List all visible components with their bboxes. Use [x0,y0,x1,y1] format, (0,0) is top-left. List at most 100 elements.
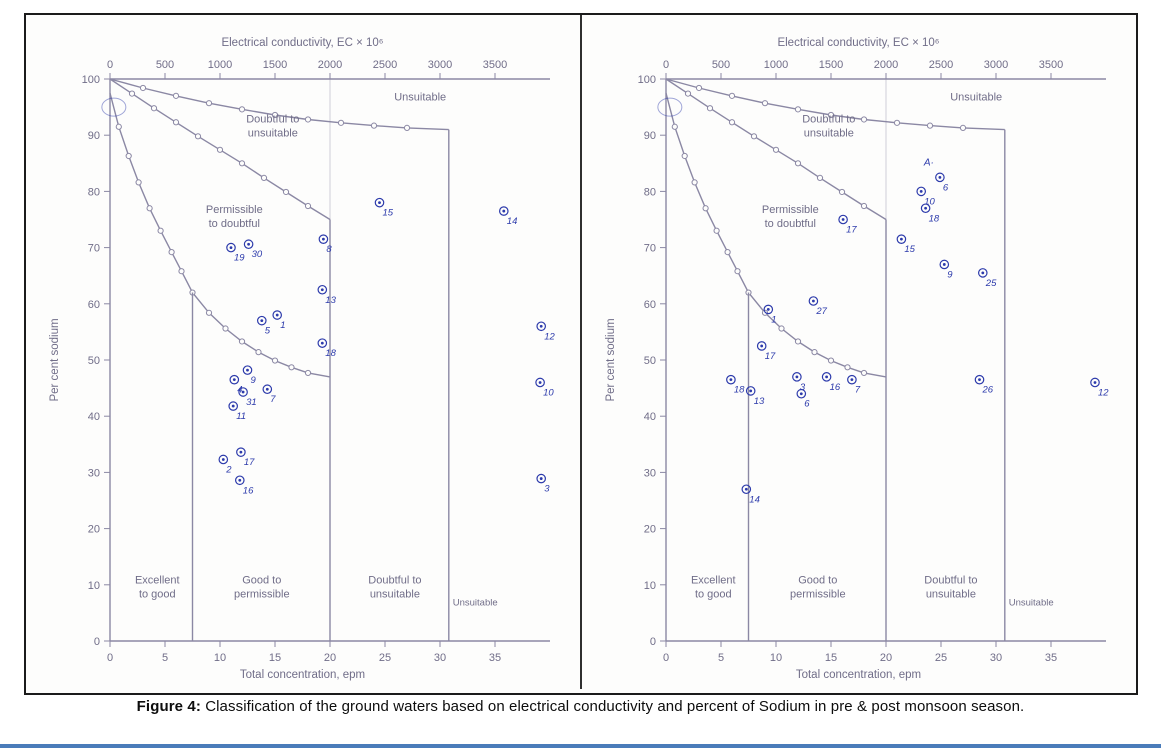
curve-marker [681,152,688,160]
y-tick-label: 70 [644,243,656,255]
data-point: 18 [726,374,745,396]
point-label: 26 [982,385,994,396]
curve-marker [893,119,901,126]
footer-rule [0,744,1161,748]
top-tick-label: 500 [712,59,730,71]
zone-label: Excellent [135,575,180,587]
point-label: 15 [383,208,394,219]
point-circle [235,475,245,486]
y-tick-label: 70 [88,243,100,255]
zone-label: to doubtful [765,218,816,230]
curve-marker [178,268,185,275]
point-circle [257,315,267,326]
point-circle [741,484,752,495]
x-tick-label: 35 [489,652,501,664]
point-circle [792,372,802,382]
point-label: 7 [855,385,861,396]
y-tick-label: 40 [88,411,100,423]
top-tick-label: 3500 [1039,59,1063,71]
data-point: 9 [939,259,953,280]
y-tick-label: 60 [88,299,100,311]
point-circle [745,386,756,396]
point-label: 1 [280,320,285,331]
data-point: 13 [317,284,337,306]
point-circle [838,214,848,225]
curve-marker [728,119,736,126]
curve-marker [713,227,720,234]
chart-panel-pre-monsoon: 0 5 10 15 20 25 30 35 Total concentration, epm 0 5… [26,15,580,689]
point-dot [924,206,927,210]
point-label: 18 [929,213,940,224]
point-circle [935,172,945,183]
zone-label: unsuitable [248,127,298,139]
curve-marker [702,205,709,212]
curve-marker [238,160,246,167]
point-dot [729,378,733,382]
data-point: 9 [242,365,257,386]
curve-marker [691,179,698,186]
curve-marker [216,146,224,153]
data-point: 3 [792,372,806,393]
point-label: 3 [544,484,550,495]
point-dot [539,324,543,328]
point-circle [977,268,988,278]
x-tick-label: 35 [1045,652,1057,664]
point-label: 27 [815,306,827,317]
data-point: 2 [218,454,232,475]
point-circle [974,374,985,385]
point-dot [850,378,854,382]
point-label: 14 [749,494,760,505]
point-label: 19 [234,253,245,264]
point-circle [763,304,774,315]
figure-frame: 0 5 10 15 20 25 30 35 Total concentration, epm 0 5… [24,13,1138,695]
data-point: 16 [235,475,254,496]
point-label: 13 [754,396,765,407]
x-tick-label: 30 [990,652,1002,664]
point-dot [232,378,236,382]
x-axis-title: Total concentration, epm [240,669,365,681]
point-circle [756,341,767,351]
curve-marker [772,146,780,153]
point-label: 12 [544,331,555,342]
top-tick-label: 0 [663,59,669,71]
point-label: 17 [846,225,857,236]
point-label: 10 [924,196,935,207]
curve-marker [337,119,345,126]
zone-label: Unsuitable [394,91,446,103]
top-tick-label: 1000 [208,59,232,71]
y-tick-label: 90 [88,130,100,142]
data-point: 7 [847,374,861,396]
point-dot [239,450,243,454]
point-circle [796,388,807,399]
point-circle [939,259,950,270]
point-circle [847,374,857,385]
zone-label: Doubtful to [246,113,299,125]
point-label: 12 [1098,387,1109,398]
point-circle [1090,377,1100,388]
data-point: 5 [257,315,271,337]
point-dot [900,237,903,241]
top-axis-title: Electrical conductivity, EC × 10⁶ [221,37,383,49]
zone-label: Doubtful to [368,575,421,587]
point-label: 16 [830,382,841,393]
x-tick-label: 25 [379,652,391,664]
zone-label: Unsuitable [1009,598,1054,609]
point-dot [766,308,770,311]
zone-label: to good [695,589,732,601]
curve-marker [403,124,411,131]
point-circle [498,206,509,216]
point-dot [320,341,324,345]
point-circle [896,234,907,244]
curve-marker [260,174,268,182]
top-tick-label: 2500 [929,59,953,71]
y-tick-label: 0 [650,636,656,648]
point-label: 11 [236,411,246,422]
point-dot [320,288,324,292]
curve-marker [125,152,132,160]
top-tick-label: 3500 [483,59,507,71]
y-tick-label: 10 [644,580,656,592]
top-tick-label: 3000 [984,59,1008,71]
